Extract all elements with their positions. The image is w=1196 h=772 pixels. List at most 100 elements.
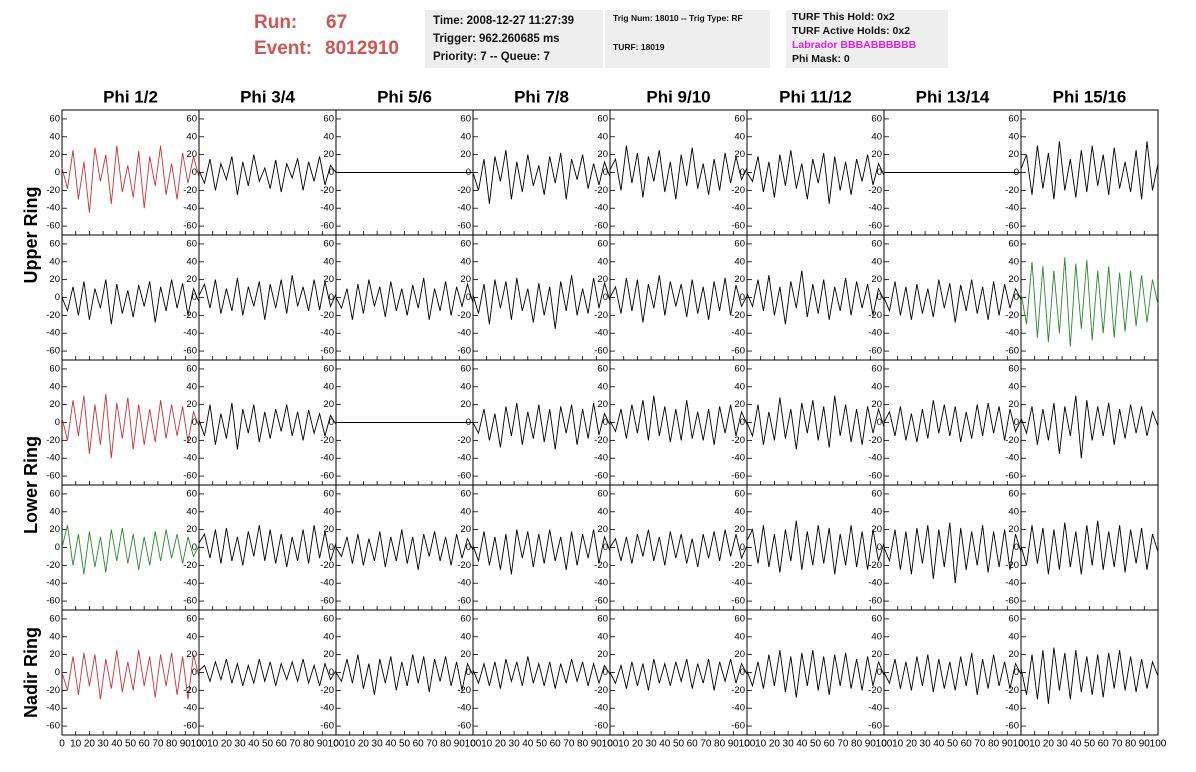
y-tick-label: -20 bbox=[868, 310, 882, 321]
row-title: Lower Ring bbox=[21, 436, 41, 534]
x-tick-label: 20 bbox=[358, 739, 370, 750]
y-tick-label: 40 bbox=[49, 256, 60, 267]
y-tick-label: -40 bbox=[320, 453, 334, 464]
waveform bbox=[198, 525, 337, 568]
y-tick-label: -40 bbox=[183, 703, 197, 714]
y-tick-label: -40 bbox=[731, 703, 745, 714]
y-tick-label: 60 bbox=[734, 613, 745, 624]
y-tick-label: -20 bbox=[594, 310, 608, 321]
waveform bbox=[1020, 395, 1159, 459]
y-tick-label: -60 bbox=[183, 596, 197, 607]
y-tick-label: 0 bbox=[1014, 542, 1019, 553]
y-tick-label: 40 bbox=[460, 381, 471, 392]
y-tick-label: -20 bbox=[1005, 185, 1019, 196]
phi-mask: Phi Mask: 0 bbox=[792, 53, 850, 65]
y-tick-label: 40 bbox=[1008, 256, 1019, 267]
x-tick-label: 40 bbox=[796, 739, 808, 750]
y-tick-label: -60 bbox=[457, 221, 471, 232]
y-tick-label: 0 bbox=[1014, 667, 1019, 678]
y-tick-label: -40 bbox=[183, 328, 197, 339]
x-tick-label: 100 bbox=[876, 739, 893, 750]
y-tick-label: 0 bbox=[603, 667, 608, 678]
y-tick-label: 40 bbox=[734, 506, 745, 517]
y-tick-label: -60 bbox=[46, 346, 60, 357]
y-tick-label: 60 bbox=[186, 238, 197, 249]
y-tick-label: 0 bbox=[603, 167, 608, 178]
trig-box: Trig Num: 18010 -- Trig Type: RF TURF: 1… bbox=[605, 10, 770, 68]
waveform bbox=[746, 270, 885, 325]
x-tick-label: 0 bbox=[470, 739, 476, 750]
y-tick-label: -20 bbox=[46, 185, 60, 196]
time: Time: 2008-12-27 11:27:39 bbox=[433, 15, 575, 27]
y-tick-label: -60 bbox=[457, 721, 471, 732]
y-tick-label: 40 bbox=[871, 506, 882, 517]
y-tick-label: 40 bbox=[186, 506, 197, 517]
y-tick-label: 60 bbox=[186, 488, 197, 499]
x-tick-label: 50 bbox=[673, 739, 685, 750]
row-title: Upper Ring bbox=[21, 187, 41, 284]
x-tick-label: 10 bbox=[1029, 739, 1041, 750]
y-tick-label: -40 bbox=[46, 328, 60, 339]
y-tick-label: 60 bbox=[871, 363, 882, 374]
y-tick-label: -60 bbox=[731, 346, 745, 357]
x-tick-label: 70 bbox=[563, 739, 575, 750]
y-tick-label: -60 bbox=[1005, 721, 1019, 732]
y-tick-label: -40 bbox=[1005, 578, 1019, 589]
column-title: Phi 13/14 bbox=[916, 87, 990, 106]
y-tick-label: 40 bbox=[323, 631, 334, 642]
turf-active: TURF Active Holds: 0x2 bbox=[792, 25, 911, 37]
y-tick-label: 40 bbox=[186, 256, 197, 267]
y-tick-label: 20 bbox=[734, 524, 745, 535]
y-tick-label: 40 bbox=[460, 631, 471, 642]
y-tick-label: -20 bbox=[868, 685, 882, 696]
y-tick-label: -60 bbox=[183, 721, 197, 732]
x-tick-label: 50 bbox=[947, 739, 959, 750]
x-tick-label: 40 bbox=[522, 739, 534, 750]
y-tick-label: 20 bbox=[597, 149, 608, 160]
y-tick-label: 40 bbox=[460, 131, 471, 142]
y-tick-label: 20 bbox=[460, 399, 471, 410]
y-tick-label: -60 bbox=[868, 471, 882, 482]
y-tick-label: -40 bbox=[868, 203, 882, 214]
y-tick-label: -60 bbox=[594, 471, 608, 482]
x-tick-label: 60 bbox=[139, 739, 151, 750]
y-tick-label: 60 bbox=[49, 488, 60, 499]
y-tick-label: 40 bbox=[597, 131, 608, 142]
y-tick-label: 20 bbox=[323, 649, 334, 660]
y-tick-label: 40 bbox=[597, 631, 608, 642]
y-tick-label: 40 bbox=[1008, 631, 1019, 642]
x-tick-label: 10 bbox=[618, 739, 630, 750]
y-tick-label: 60 bbox=[49, 113, 60, 124]
y-tick-label: 0 bbox=[466, 292, 471, 303]
y-tick-label: -40 bbox=[868, 328, 882, 339]
y-tick-label: 0 bbox=[192, 542, 197, 553]
y-tick-label: 60 bbox=[1008, 238, 1019, 249]
waveform bbox=[1020, 647, 1159, 704]
y-tick-label: -20 bbox=[457, 560, 471, 571]
x-tick-label: 10 bbox=[755, 739, 767, 750]
column-title: Phi 7/8 bbox=[514, 87, 569, 106]
y-tick-label: 20 bbox=[1008, 274, 1019, 285]
panel-frame bbox=[335, 234, 474, 361]
x-tick-label: 50 bbox=[262, 739, 274, 750]
y-tick-label: 60 bbox=[871, 488, 882, 499]
x-tick-label: 40 bbox=[1070, 739, 1082, 750]
x-tick-label: 80 bbox=[166, 739, 178, 750]
column-title: Phi 9/10 bbox=[646, 87, 710, 106]
y-tick-label: 0 bbox=[1014, 167, 1019, 178]
y-tick-label: 60 bbox=[323, 363, 334, 374]
y-tick-label: -40 bbox=[46, 203, 60, 214]
y-tick-label: -60 bbox=[457, 471, 471, 482]
y-tick-label: -40 bbox=[594, 453, 608, 464]
x-tick-label: 50 bbox=[1084, 739, 1096, 750]
x-tick-label: 10 bbox=[70, 739, 82, 750]
waveform bbox=[883, 652, 1022, 695]
y-tick-label: 20 bbox=[186, 649, 197, 660]
y-tick-label: 40 bbox=[323, 256, 334, 267]
y-tick-label: -20 bbox=[1005, 310, 1019, 321]
waveform bbox=[61, 525, 200, 575]
y-tick-label: 20 bbox=[734, 149, 745, 160]
waveform bbox=[61, 145, 200, 213]
y-tick-label: 20 bbox=[49, 399, 60, 410]
